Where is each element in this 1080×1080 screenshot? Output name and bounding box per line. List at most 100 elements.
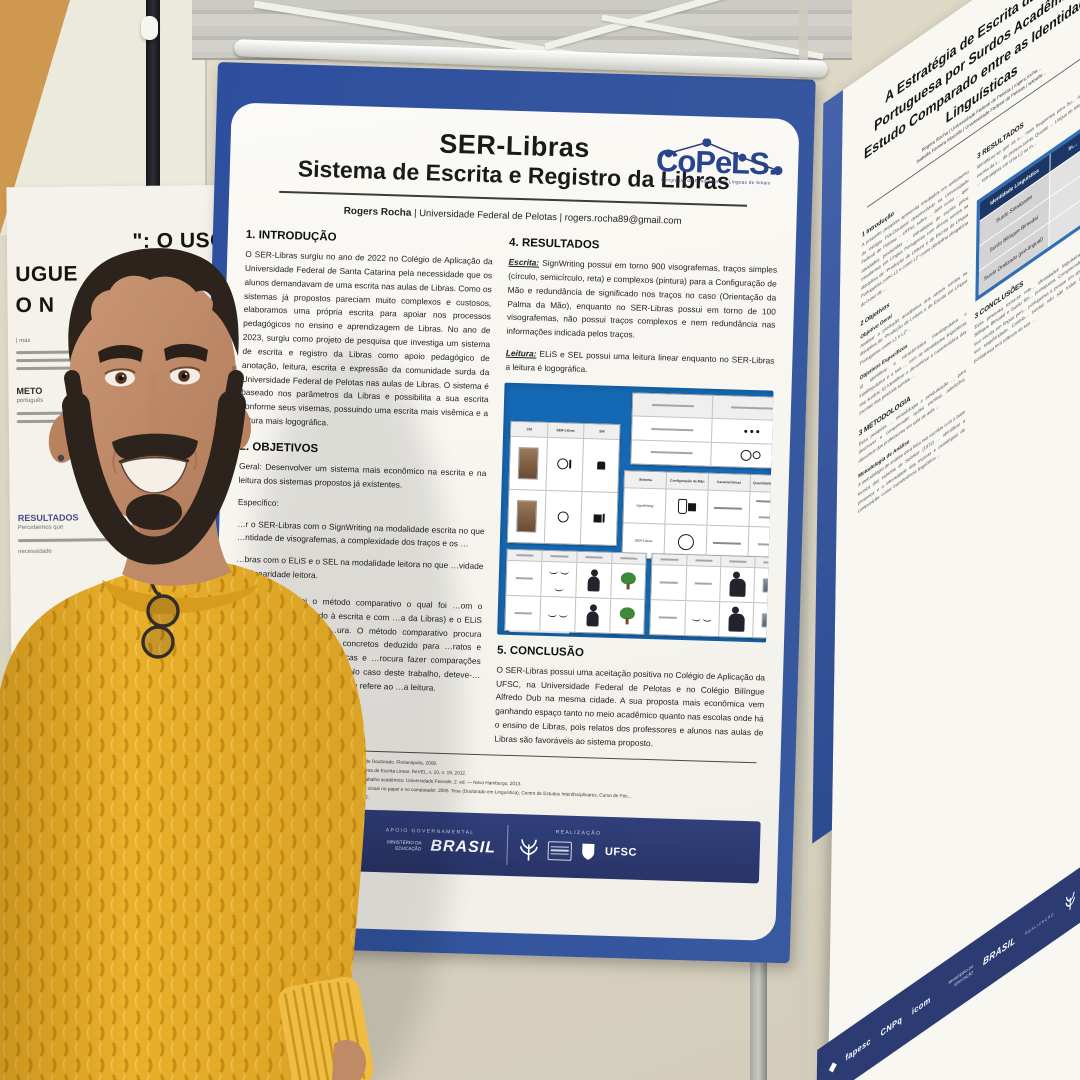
cnpq-logo: CNPq: [880, 1013, 903, 1039]
poster-right-column: 4. RESULTADOS Escrita: SignWriting possu…: [494, 237, 778, 763]
figure-cell-tree: [608, 598, 645, 634]
left-poster-text-fragment: necessidade: [18, 548, 52, 556]
figure-cell-signer: [718, 601, 754, 637]
figure-column-header: CM: [511, 421, 548, 437]
booth-frame-post-bottom: [750, 924, 767, 1080]
ufsc-shield-icon: [582, 843, 595, 860]
sponsor-footer-band: CNPq icom APOIO GOVERNAMENTAL MINISTÉRIO…: [227, 805, 761, 884]
figure-cell-photo: [753, 567, 774, 603]
cnpq-logo: CNPq: [241, 826, 291, 848]
section-heading-objetivos: 2. OBJETIVOS: [239, 440, 319, 456]
fapesc-icon: [828, 1061, 837, 1072]
introducao-text: O SER-Libras surgiu no ano de 2022 no Co…: [240, 248, 493, 428]
figure-cell-glyph: [543, 490, 582, 544]
ministerio-educacao-logo: MINISTÉRIO DA EDUCAÇÃO: [387, 839, 422, 852]
text-line: [16, 365, 169, 371]
text-line: [18, 537, 158, 543]
figure-cell: [651, 600, 685, 635]
figure-table-signs-left: [504, 548, 648, 635]
right-poster-right-column: 3 RESULTADOS Identificou-se que as e… ma…: [973, 58, 1080, 443]
figure-cell-squiggle: [539, 596, 576, 632]
figure-cell: [506, 596, 541, 631]
text-line: [16, 358, 152, 363]
figure-table-signs-right: [649, 552, 774, 639]
figure-column-header: SW: [583, 423, 620, 439]
leitura-label: Leitura:: [505, 347, 537, 359]
figure-cell-tree: [609, 563, 646, 599]
copels-logo: CoPeLS. Congresso de Pesquisas em Língua…: [640, 138, 793, 186]
sleeve-cuff: [278, 976, 374, 1080]
figure-cell-signer: [719, 566, 755, 602]
right-poster-left-column: 1 Introdução A presente pesquisa apresen…: [858, 149, 970, 523]
metodologia-text-fragment: …ra a análise foi o método comparativo o…: [232, 593, 483, 693]
ufsc-logo-text: UFSC: [604, 845, 638, 859]
main-poster-card: SER-Libras Sistema de Escrita e Registro…: [207, 102, 800, 941]
apoio-governamental-block: APOIO GOVERNAMENTAL MINISTÉRIO DA EDUCAÇ…: [363, 827, 497, 858]
figure-cell-glyph: [579, 491, 618, 545]
resultados-escrita-text: Escrita: SignWriting possui em torno 900…: [506, 256, 777, 347]
conclusao-text: O SER-Libras possui uma aceitação positi…: [494, 664, 766, 749]
escrita-body: SignWriting possui em torno 900 visograf…: [506, 257, 778, 340]
objetivos-especifico-label: Específico:: [237, 496, 279, 508]
icom-logo: icom: [301, 829, 341, 848]
hand: [332, 1039, 367, 1080]
figure-column-header: SER-Libras: [546, 422, 584, 438]
figure-cell: [652, 565, 686, 600]
fapesc-logo: fapesc: [845, 1035, 871, 1064]
wheat-icon: [1065, 891, 1075, 911]
realizacao-caption: REALIZAÇÃO: [555, 829, 602, 837]
figure-table: [630, 392, 774, 469]
figure-cell: [632, 417, 711, 442]
main-poster-banner: SER-Libras Sistema de Escrita e Registro…: [191, 62, 816, 964]
figure-cell-glyph: [664, 489, 708, 525]
figure-cell-glyph: [545, 437, 584, 491]
footer-divider: [351, 819, 354, 860]
figure-cell: [711, 395, 774, 421]
realizacao-block: REALIZAÇÃO UFSC: [519, 828, 638, 864]
figure-table-systems: Sistema Configuração de Mão Característi…: [621, 469, 774, 563]
icom-logo: icom: [911, 993, 931, 1017]
wall-hook: [141, 16, 158, 40]
figure-table-handshapes: CM SER-Libras SW: [507, 420, 621, 546]
figure-cell-photo: [508, 490, 545, 543]
figure-cell: [632, 441, 711, 466]
text-line: [16, 410, 166, 416]
references-block: … Sinais Brasileira: Proposta Teórica e …: [229, 752, 762, 814]
footer-divider: [506, 824, 509, 865]
objetivos-especifico-text: …r o SER-Libras com o SignWriting na mod…: [236, 518, 485, 549]
section-heading-conclusao: 5. CONCLUSÃO: [496, 644, 585, 659]
right-poster-sponsor-band: fapesc CNPq icom MINISTÉRIO DA EDUCAÇÃO …: [816, 799, 1080, 1080]
figure-row-label: SignWriting: [636, 503, 654, 508]
left-poster-text-fragment: português: [16, 398, 44, 405]
figure-cell-signer: [574, 597, 610, 633]
figure-column-header: Configuração de Mão: [665, 472, 708, 490]
wheat-icon: [520, 839, 538, 861]
section-heading-introducao: 1. INTRODUÇÃO: [245, 228, 337, 244]
objetivos-especifico-text: …bras com o ELiS e o SEL na modalidade l…: [235, 553, 484, 581]
figure-cell: [706, 490, 750, 526]
figure-cell-glyph: [581, 438, 620, 492]
brasil-logo: BRASIL: [982, 934, 1016, 968]
figure-cell: [633, 393, 713, 419]
figure-caption-line: [509, 629, 570, 634]
left-poster-title-fragment: ": O USO: [132, 228, 228, 253]
realizacao-caption: REALIZAÇÃO: [1025, 910, 1055, 936]
figure-cell-squiggle: [540, 561, 577, 597]
text-line: [16, 418, 134, 424]
figure-cell-signer: [575, 562, 611, 598]
partner-logo-mark: [547, 840, 573, 861]
figure-column-header: Características: [707, 473, 750, 491]
figure-cell: [507, 561, 542, 596]
booth-frame-rail: [799, 0, 808, 1080]
left-poster-text-fragment: Percebemos que: [17, 524, 64, 532]
figure-cell: [684, 565, 721, 601]
figure-column-header: Quantidade de Traços: [749, 474, 774, 492]
figure-cell-photo: [752, 602, 774, 638]
copels-constellation-icon: [664, 138, 783, 176]
left-poster-title-fragment: UGUE: [15, 261, 79, 286]
figure-cell: [710, 419, 774, 445]
author-affiliation-email: | Universidade Federal de Pelotas | roge…: [411, 207, 682, 227]
results-figure-panel: CM SER-Libras SW: [497, 382, 774, 643]
figure-cell: [710, 442, 774, 468]
